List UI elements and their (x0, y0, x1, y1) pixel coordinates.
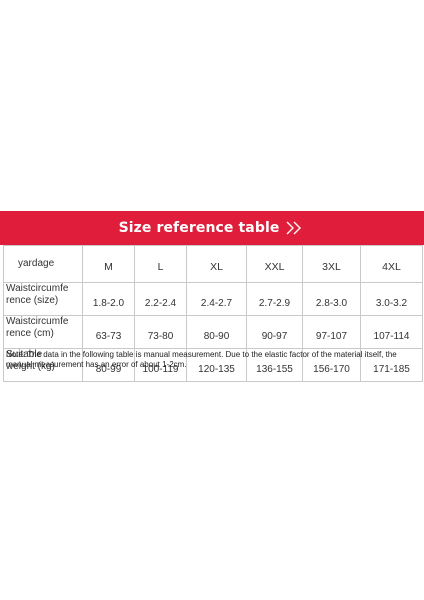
row-label-line: Waistcircumfe (6, 316, 69, 327)
table-header-row: yardage M L XL XXL 3XL 4XL (3, 245, 423, 283)
double-chevron-right-icon (285, 218, 305, 238)
table-cell: 100-119 (134, 348, 187, 382)
table-cell: 80-90 (186, 315, 247, 349)
table-cell: 2.7-2.9 (246, 282, 303, 316)
banner-title: Size reference table (118, 220, 280, 236)
table-cell: 3.0-3.2 (360, 282, 423, 316)
row-label-line: Suitable (6, 349, 43, 360)
table-cell: 156-170 (302, 348, 361, 382)
table-cell: 2.4-2.7 (186, 282, 247, 316)
row-label: Waistcircumfe rence (size) (3, 282, 83, 316)
table-cell: 97-107 (302, 315, 361, 349)
size-table-banner: Size reference table (0, 211, 424, 245)
table-cell: 63-73 (82, 315, 135, 349)
measurement-note: Note: The data in the following table is… (6, 350, 397, 369)
size-reference-table: yardage M L XL XXL 3XL 4XL Waistcircumfe… (3, 245, 423, 382)
table-row: Waistcircumfe rence (cm) 63-73 73-80 80-9… (3, 315, 423, 349)
header-label: yardage (3, 245, 83, 283)
table-cell: 1.8-2.0 (82, 282, 135, 316)
size-header-cell: 4XL (360, 245, 423, 283)
table-cell: 73-80 (134, 315, 187, 349)
table-cell: 90-97 (246, 315, 303, 349)
table-row: Suitable weight (kg) 80-99 100-119 120-13… (3, 348, 423, 382)
table-cell: 120-135 (186, 348, 247, 382)
table-cell: 2.2-2.4 (134, 282, 187, 316)
table-cell: 171-185 (360, 348, 423, 382)
row-label-line: Waistcircumfe (6, 283, 69, 294)
size-header-cell: XXL (246, 245, 303, 283)
row-label-line: rence (cm) (6, 328, 54, 339)
table-row: Waistcircumfe rence (size) 1.8-2.0 2.2-2.… (3, 282, 423, 316)
size-header-cell: 3XL (302, 245, 361, 283)
size-header-cell: M (82, 245, 135, 283)
table-cell: 2.8-3.0 (302, 282, 361, 316)
row-label-line: weight (kg) (6, 361, 55, 372)
row-label: Waistcircumfe rence (cm) (3, 315, 83, 349)
row-label-line: rence (size) (6, 295, 59, 306)
table-cell: 107-114 (360, 315, 423, 349)
size-header-cell: L (134, 245, 187, 283)
size-header-cell: XL (186, 245, 247, 283)
